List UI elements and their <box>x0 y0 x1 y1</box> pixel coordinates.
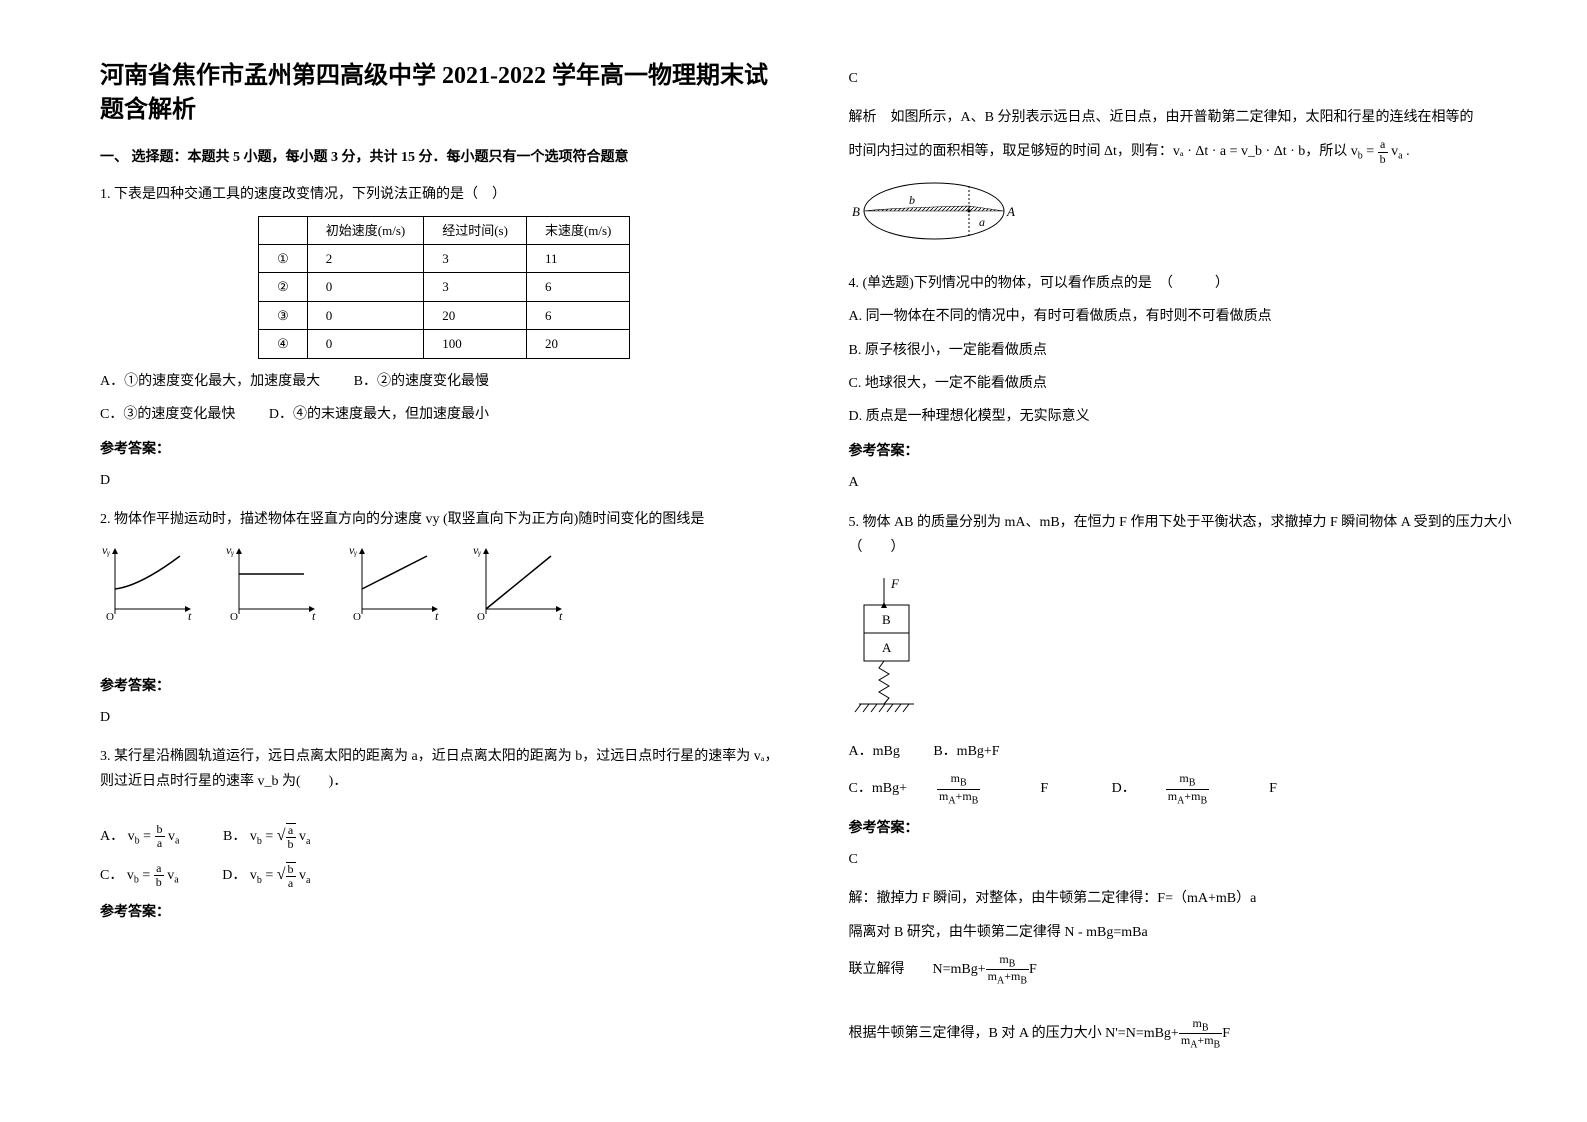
q1-th-1: 初始速度(m/s) <box>307 216 423 244</box>
q5-optB: B．mBg+F <box>933 739 999 764</box>
q5-sol1: 解：撤掉力 F 瞬间，对整体，由牛顿第二定律得：F=（mA+mB）a <box>849 886 1538 911</box>
q1-th-0 <box>259 216 308 244</box>
block-A: A <box>882 640 892 655</box>
page: 河南省焦作市孟州第四高级中学 2021-2022 学年高一物理期末试题含解析 一… <box>0 0 1587 1122</box>
ellipse-B: B <box>852 204 860 219</box>
q3-options-row1: A． vb = ba va B． vb = √ab va <box>100 822 789 851</box>
cell: 20 <box>424 301 527 329</box>
q4-optC: C. 地球很大，一定不能看做质点 <box>849 371 1538 396</box>
q3-exp2-row: 时间内扫过的面积相等，取足够短的时间 Δt，则有：vₐ · Δt · a = v… <box>849 138 1538 166</box>
q2-ans-label: 参考答案： <box>100 674 789 699</box>
q5-optC-prefix: C．mBg+ <box>849 776 907 801</box>
q1-ans-label: 参考答案： <box>100 437 789 462</box>
axis-label: t <box>435 609 439 623</box>
q5-ans-label: 参考答案： <box>849 816 1538 841</box>
svg-text:O: O <box>353 611 361 623</box>
q4-optA: A. 同一物体在不同的情况中，有时可看做质点，有时则不可看做质点 <box>849 304 1538 329</box>
cell: ④ <box>259 330 308 358</box>
q4-optD: D. 质点是一种理想化模型，无实际意义 <box>849 404 1538 429</box>
q2-stem: 2. 物体作平抛运动时，描述物体在竖直方向的分速度 vy (取竖直向下为正方向)… <box>100 507 789 532</box>
ellipse-b: b <box>909 193 915 207</box>
q1-optB: B．②的速度变化最慢 <box>354 369 489 394</box>
q5-stem: 5. 物体 AB 的质量分别为 mA、mB，在恒力 F 作用下处于平衡状态，求撤… <box>849 510 1538 560</box>
axis-label: vᵧ <box>473 544 481 557</box>
q3-ans: C <box>849 66 1538 91</box>
q5-options-row1: A．mBg B．mBg+F <box>849 739 1538 764</box>
q5-options-row2: C．mBg+mBmA+mBF D．mBmA+mBF <box>849 772 1538 806</box>
block-B: B <box>882 612 891 627</box>
cell: 6 <box>526 273 629 301</box>
q1-stem: 1. 下表是四种交通工具的速度改变情况，下列说法正确的是（ ） <box>100 182 789 207</box>
cell: 11 <box>526 244 629 272</box>
q2-graph-a: vᵧ t O A <box>100 544 200 624</box>
q4-stem: 4. (单选题)下列情况中的物体，可以看作质点的是 （ ） <box>849 271 1538 296</box>
cell: 0 <box>307 301 423 329</box>
axis-label: vᵧ <box>349 544 357 557</box>
ellipse-a: a <box>979 215 985 229</box>
svg-text:O: O <box>106 611 114 623</box>
section-1-heading: 一、 选择题：本题共 5 小题，每小题 3 分，共计 15 分．每小题只有一个选… <box>100 145 789 170</box>
force-label: F <box>890 576 900 591</box>
q4-ans: A <box>849 470 1538 495</box>
q3-stem: 3. 某行星沿椭圆轨道运行，远日点离太阳的距离为 a，近日点离太阳的距离为 b，… <box>100 744 789 794</box>
axis-label: vᵧ <box>102 544 110 557</box>
q1-th-2: 经过时间(s) <box>424 216 527 244</box>
exam-title: 河南省焦作市孟州第四高级中学 2021-2022 学年高一物理期末试题含解析 <box>100 60 789 127</box>
q3-optA-prefix: A． <box>100 829 124 844</box>
cell: 100 <box>424 330 527 358</box>
q3-exp1: 解析 如图所示，A、B 分别表示远日点、近日点，由开普勒第二定律知，太阳和行星的… <box>849 105 1538 130</box>
q5-figure: F B A <box>849 570 1538 729</box>
cell: ① <box>259 244 308 272</box>
cell: 6 <box>526 301 629 329</box>
q1-options-row1: A．①的速度变化最大，加速度最大 B．②的速度变化最慢 <box>100 369 789 394</box>
q1-optC: C．③的速度变化最快 <box>100 402 235 427</box>
q2-graph-b: vᵧ t O B <box>224 544 324 624</box>
q2-graphs: vᵧ t O A vᵧ t O B vᵧ t O <box>100 544 789 633</box>
svg-text:O: O <box>477 611 485 623</box>
axis-label: t <box>188 609 192 623</box>
cell: 3 <box>424 273 527 301</box>
q5-sol4: 根据牛顿第三定律得，B 对 A 的压力大小 N'=N=mBg+ <box>849 1026 1179 1041</box>
cell: 0 <box>307 273 423 301</box>
q5-sol4-row: 根据牛顿第三定律得，B 对 A 的压力大小 N'=N=mBg+mBmA+mBF <box>849 1017 1538 1051</box>
q3-optB-prefix: B． <box>223 829 246 844</box>
cell: ③ <box>259 301 308 329</box>
q5-sol2: 隔离对 B 研究，由牛顿第二定律得 N - mBg=mBa <box>849 920 1538 945</box>
cell: ② <box>259 273 308 301</box>
q2-graph-c: vᵧ t O C <box>347 544 447 624</box>
q3-options-row2: C． vb = ab va D． vb = √ba va <box>100 861 789 890</box>
cell: 3 <box>424 244 527 272</box>
q5-optA: A．mBg <box>849 739 900 764</box>
q3-ans-label: 参考答案： <box>100 900 789 925</box>
q3-ellipse-figure: B A b a <box>849 176 1538 255</box>
right-column: C 解析 如图所示，A、B 分别表示远日点、近日点，由开普勒第二定律知，太阳和行… <box>819 60 1538 1082</box>
axis-label: t <box>559 609 563 623</box>
q1-ans: D <box>100 468 789 493</box>
q2-ans: D <box>100 705 789 730</box>
q3-optD-prefix: D． <box>222 868 246 883</box>
cell: 20 <box>526 330 629 358</box>
axis-label: t <box>312 609 316 623</box>
q1-th-3: 末速度(m/s) <box>526 216 629 244</box>
ellipse-A: A <box>1006 204 1015 219</box>
q4-optB: B. 原子核很小，一定能看做质点 <box>849 338 1538 363</box>
q3-exp2: 时间内扫过的面积相等，取足够短的时间 Δt，则有：vₐ · Δt · a = v… <box>849 144 1348 159</box>
q5-ans: C <box>849 847 1538 872</box>
q5-sol3: 联立解得 N=mBg+ <box>849 962 986 977</box>
q5-optD-prefix: D． <box>1112 776 1136 801</box>
q5-sol3-row: 联立解得 N=mBg+mBmA+mBF <box>849 953 1538 987</box>
q3-optC-prefix: C． <box>100 868 123 883</box>
left-column: 河南省焦作市孟州第四高级中学 2021-2022 学年高一物理期末试题含解析 一… <box>100 60 819 1082</box>
axis-label: vᵧ <box>226 544 234 557</box>
q2-graph-d: vᵧ t O D <box>471 544 571 624</box>
svg-text:O: O <box>230 611 238 623</box>
q1-optA: A．①的速度变化最大，加速度最大 <box>100 369 320 394</box>
q1-options-row2: C．③的速度变化最快 D．④的末速度最大，但加速度最小 <box>100 402 789 427</box>
cell: 0 <box>307 330 423 358</box>
q1-optD: D．④的末速度最大，但加速度最小 <box>269 402 489 427</box>
q1-table: 初始速度(m/s) 经过时间(s) 末速度(m/s) ①2311 ②036 ③0… <box>258 216 630 359</box>
q4-ans-label: 参考答案： <box>849 439 1538 464</box>
cell: 2 <box>307 244 423 272</box>
